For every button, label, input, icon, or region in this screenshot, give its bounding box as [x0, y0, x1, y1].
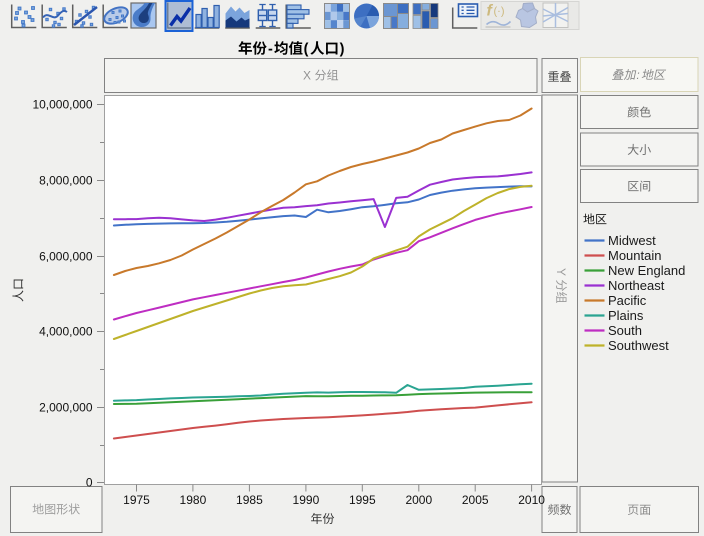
svg-text:2,000,000: 2,000,000	[39, 401, 93, 415]
svg-text:8,000,000: 8,000,000	[39, 174, 93, 188]
svg-text:): )	[340, 42, 345, 58]
svg-text:Plains: Plains	[608, 308, 644, 323]
svg-text:1975: 1975	[123, 493, 150, 507]
svg-text:-: -	[268, 42, 273, 58]
svg-text:2010: 2010	[518, 493, 545, 507]
svg-text:Mountain: Mountain	[608, 248, 661, 263]
svg-text:1980: 1980	[180, 493, 207, 507]
svg-text:0: 0	[86, 476, 93, 490]
svg-text:6,000,000: 6,000,000	[39, 250, 93, 264]
svg-text::: :	[636, 68, 639, 82]
svg-text:New England: New England	[608, 263, 685, 278]
svg-text:Midwest: Midwest	[608, 233, 656, 248]
svg-text:1990: 1990	[293, 493, 320, 507]
svg-text:Southwest: Southwest	[608, 338, 669, 353]
svg-text:Northeast: Northeast	[608, 278, 665, 293]
svg-text:Pacific: Pacific	[608, 293, 647, 308]
svg-text:(: (	[304, 42, 309, 58]
svg-text:Y: Y	[554, 268, 568, 276]
svg-text:f: f	[487, 3, 494, 20]
svg-text:2000: 2000	[405, 493, 432, 507]
svg-text:10,000,000: 10,000,000	[32, 98, 92, 112]
svg-text:(·): (·)	[494, 6, 505, 18]
svg-text:X: X	[303, 69, 311, 83]
svg-text:South: South	[608, 323, 642, 338]
svg-text:2005: 2005	[462, 493, 489, 507]
svg-text:1995: 1995	[349, 493, 376, 507]
svg-text:4,000,000: 4,000,000	[39, 325, 93, 339]
svg-text:1985: 1985	[236, 493, 263, 507]
